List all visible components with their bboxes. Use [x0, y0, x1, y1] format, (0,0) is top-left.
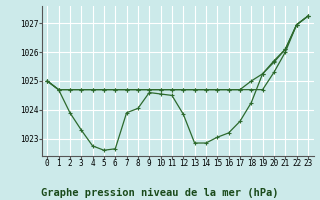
Text: Graphe pression niveau de la mer (hPa): Graphe pression niveau de la mer (hPa): [41, 188, 279, 198]
